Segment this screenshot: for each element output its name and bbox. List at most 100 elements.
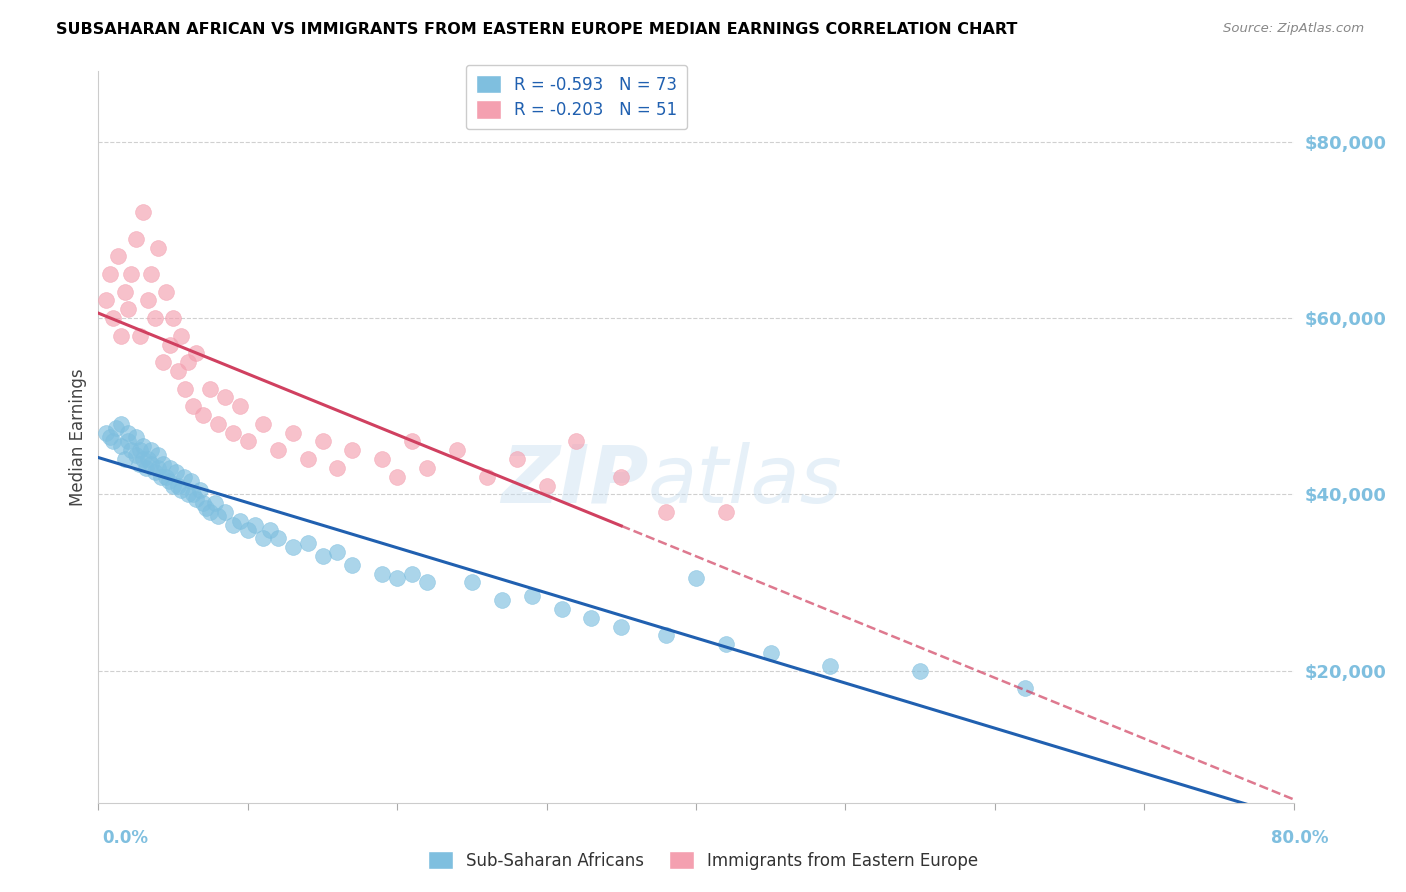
Point — [565, 434, 588, 449]
Point — [222, 518, 245, 533]
Point — [655, 505, 678, 519]
Point — [229, 399, 252, 413]
Point — [107, 249, 129, 263]
Point — [311, 549, 333, 563]
Point — [214, 391, 236, 405]
Point — [139, 267, 162, 281]
Point — [128, 457, 150, 471]
Point — [188, 483, 211, 497]
Point — [143, 311, 166, 326]
Point — [475, 469, 498, 483]
Point — [139, 457, 162, 471]
Point — [155, 469, 177, 483]
Point — [165, 466, 187, 480]
Point — [685, 571, 707, 585]
Point — [114, 285, 136, 299]
Legend: R = -0.593   N = 73, R = -0.203   N = 51: R = -0.593 N = 73, R = -0.203 N = 51 — [465, 65, 688, 129]
Text: 80.0%: 80.0% — [1271, 829, 1329, 847]
Point — [129, 443, 152, 458]
Point — [110, 328, 132, 343]
Text: SUBSAHARAN AFRICAN VS IMMIGRANTS FROM EASTERN EUROPE MEDIAN EARNINGS CORRELATION: SUBSAHARAN AFRICAN VS IMMIGRANTS FROM EA… — [56, 22, 1018, 37]
Point — [150, 469, 173, 483]
Point — [120, 267, 142, 281]
Point — [136, 452, 159, 467]
Point — [536, 478, 558, 492]
Point — [610, 619, 633, 633]
Point — [125, 430, 148, 444]
Point — [252, 532, 274, 546]
Point — [416, 461, 439, 475]
Point — [148, 448, 170, 462]
Point — [714, 505, 737, 519]
Point — [267, 532, 290, 546]
Point — [117, 434, 139, 449]
Point — [157, 474, 180, 488]
Text: 0.0%: 0.0% — [103, 829, 149, 847]
Point — [173, 469, 195, 483]
Point — [94, 293, 117, 308]
Point — [169, 483, 191, 497]
Point — [184, 491, 207, 506]
Point — [132, 452, 155, 467]
Point — [191, 408, 214, 422]
Point — [98, 267, 122, 281]
Point — [166, 364, 188, 378]
Point — [103, 434, 125, 449]
Point — [1014, 681, 1036, 696]
Point — [125, 448, 148, 462]
Point — [259, 523, 281, 537]
Point — [326, 544, 349, 558]
Point — [159, 461, 181, 475]
Point — [117, 425, 139, 440]
Legend: Sub-Saharan Africans, Immigrants from Eastern Europe: Sub-Saharan Africans, Immigrants from Ea… — [420, 845, 986, 877]
Point — [166, 478, 188, 492]
Point — [129, 328, 152, 343]
Point — [191, 496, 214, 510]
Point — [401, 566, 423, 581]
Point — [342, 558, 364, 572]
Point — [342, 443, 364, 458]
Point — [177, 355, 200, 369]
Point — [385, 571, 409, 585]
Point — [820, 659, 842, 673]
Point — [184, 346, 207, 360]
Point — [281, 540, 304, 554]
Point — [520, 589, 543, 603]
Point — [401, 434, 423, 449]
Point — [204, 496, 226, 510]
Point — [120, 443, 142, 458]
Point — [371, 452, 394, 467]
Point — [117, 302, 139, 317]
Point — [214, 505, 236, 519]
Point — [550, 602, 572, 616]
Point — [159, 337, 181, 351]
Point — [180, 474, 202, 488]
Point — [132, 205, 155, 219]
Point — [416, 575, 439, 590]
Text: Source: ZipAtlas.com: Source: ZipAtlas.com — [1223, 22, 1364, 36]
Point — [148, 241, 170, 255]
Text: atlas: atlas — [648, 442, 844, 520]
Point — [174, 382, 197, 396]
Point — [110, 417, 132, 431]
Point — [110, 439, 132, 453]
Point — [207, 417, 229, 431]
Point — [200, 505, 222, 519]
Point — [139, 443, 162, 458]
Point — [655, 628, 678, 642]
Point — [581, 611, 603, 625]
Point — [125, 232, 148, 246]
Point — [143, 466, 166, 480]
Point — [181, 487, 204, 501]
Point — [229, 514, 252, 528]
Point — [132, 439, 155, 453]
Point — [759, 646, 782, 660]
Point — [267, 443, 290, 458]
Point — [195, 500, 218, 515]
Point — [162, 478, 184, 492]
Point — [491, 593, 513, 607]
Point — [236, 523, 259, 537]
Point — [236, 434, 259, 449]
Point — [152, 355, 174, 369]
Point — [311, 434, 333, 449]
